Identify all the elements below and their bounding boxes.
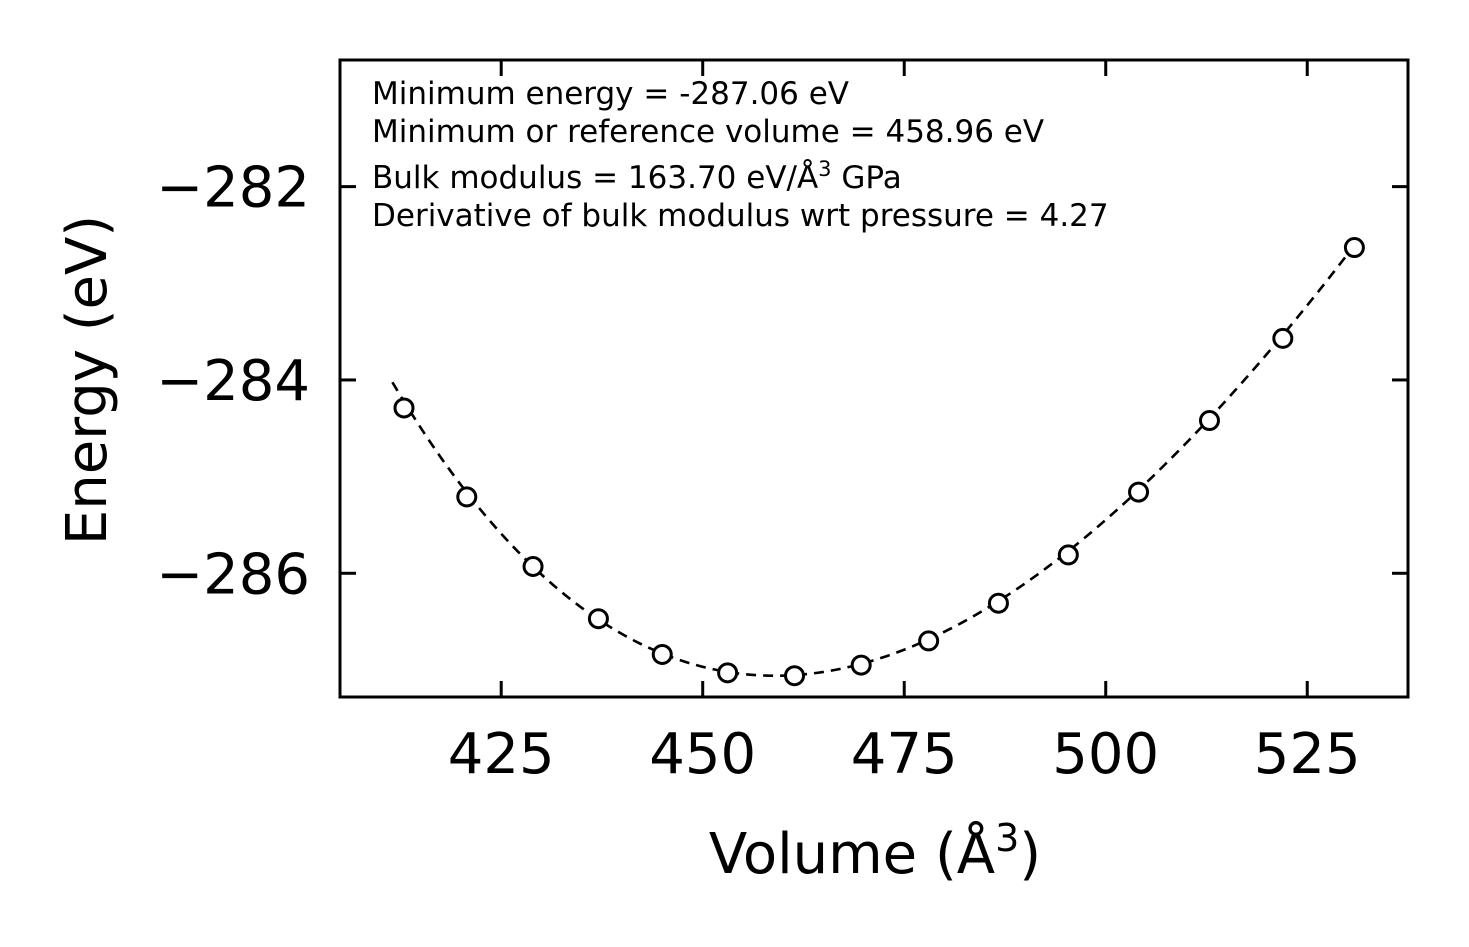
data-point bbox=[587, 608, 609, 630]
data-point bbox=[456, 486, 478, 508]
annotation-bulk-modulus-derivative: Derivative of bulk modulus wrt pressure … bbox=[372, 198, 1109, 234]
x-tick-label: 450 bbox=[649, 722, 756, 787]
data-point bbox=[987, 592, 1009, 614]
data-point bbox=[522, 556, 544, 578]
annotation-bulk-modulus-suffix: GPa bbox=[832, 160, 902, 196]
annotation-bulk-modulus-sup: 3 bbox=[818, 157, 831, 181]
x-tick-label: 500 bbox=[1052, 722, 1159, 787]
x-tick-label: 525 bbox=[1254, 722, 1361, 787]
x-axis-label-close: ) bbox=[1019, 822, 1041, 887]
data-point bbox=[918, 630, 940, 652]
data-point bbox=[651, 643, 673, 665]
annotation-bulk-modulus-text: Bulk modulus = 163.70 eV/Å bbox=[372, 160, 818, 196]
x-axis-ticks: 425 450 475 500 525 bbox=[448, 60, 1361, 787]
data-points bbox=[393, 237, 1365, 687]
data-point bbox=[717, 662, 739, 684]
data-point bbox=[1272, 327, 1294, 349]
data-point bbox=[1198, 410, 1220, 432]
data-point bbox=[850, 654, 872, 676]
y-tick-label: −286 bbox=[156, 542, 310, 607]
data-point bbox=[784, 665, 806, 687]
y-tick-label: −284 bbox=[156, 349, 310, 414]
annotation-min-energy: Minimum energy = -287.06 eV bbox=[372, 76, 849, 112]
x-tick-label: 475 bbox=[851, 722, 958, 787]
annotation-min-volume: Minimum or reference volume = 458.96 eV bbox=[372, 114, 1044, 150]
x-axis-label: Volume (Å3) bbox=[709, 816, 1041, 887]
y-axis-label: Energy (eV) bbox=[55, 215, 120, 545]
y-tick-label: −282 bbox=[156, 156, 310, 221]
x-axis-label-text: Volume (Å bbox=[709, 821, 995, 887]
data-point bbox=[1343, 237, 1365, 259]
data-point bbox=[1128, 481, 1150, 503]
data-point bbox=[393, 397, 415, 419]
x-axis-label-sup: 3 bbox=[995, 816, 1019, 860]
x-tick-label: 425 bbox=[448, 722, 555, 787]
y-axis-ticks: −282 −284 −286 bbox=[156, 156, 1408, 607]
data-point bbox=[1057, 544, 1079, 566]
birch-murnaghan-fit-line bbox=[391, 242, 1357, 678]
annotation-bulk-modulus: Bulk modulus = 163.70 eV/Å3 GPa bbox=[372, 157, 902, 196]
